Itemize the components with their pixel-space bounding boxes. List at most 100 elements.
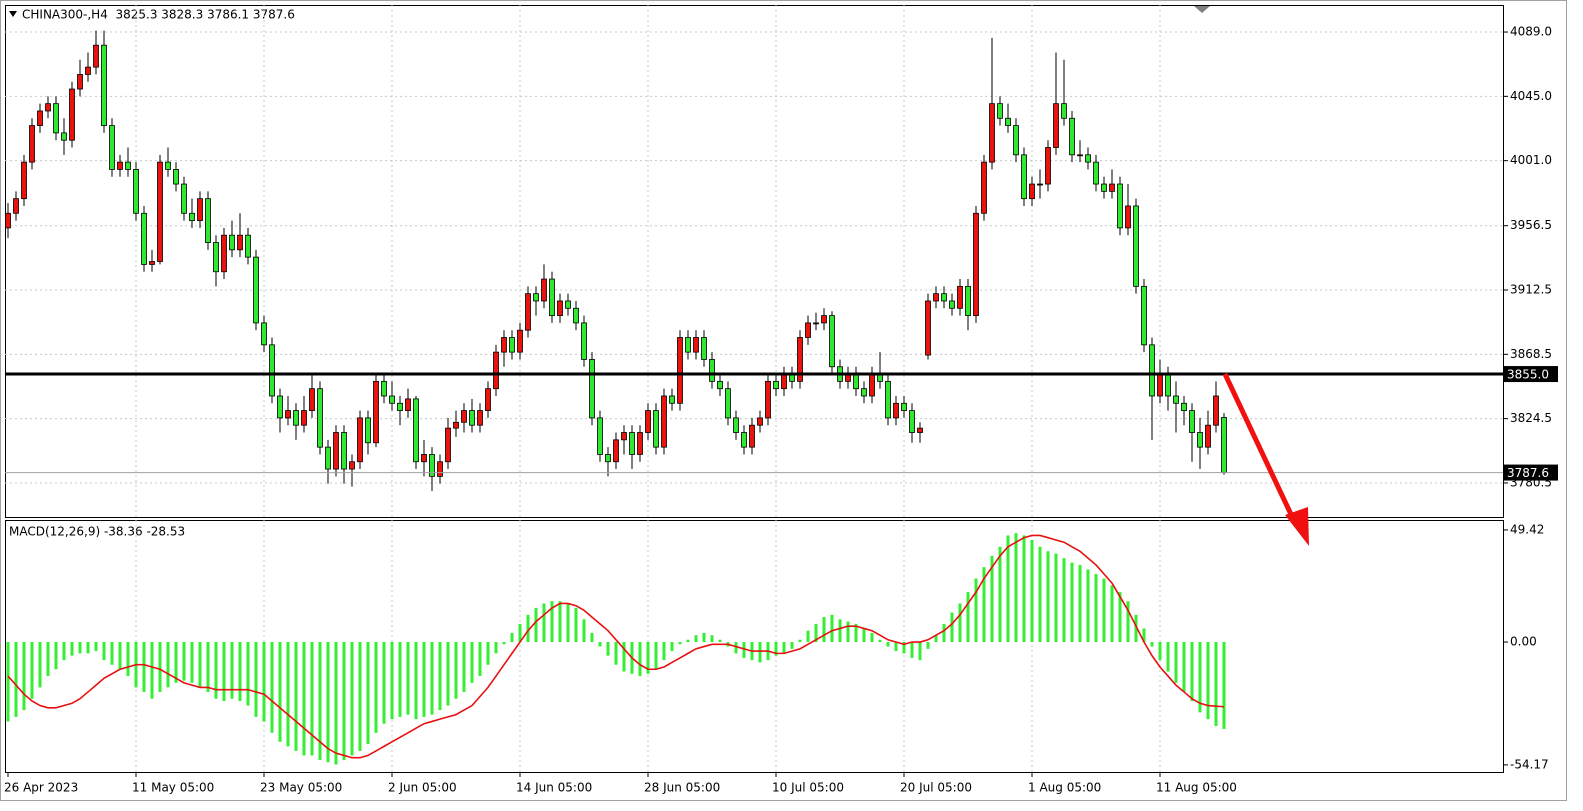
- candle-body: [909, 410, 915, 433]
- candle-body: [93, 44, 99, 68]
- candle-body: [925, 300, 931, 356]
- candle-body: [597, 417, 603, 455]
- candle-body: [949, 300, 955, 309]
- macd-bar: [1206, 642, 1210, 720]
- y-tick-label: 3824.5: [1510, 411, 1552, 425]
- candle-body: [253, 256, 259, 324]
- candle-body: [445, 427, 451, 463]
- candle-body: [229, 234, 235, 251]
- macd-bar: [1214, 642, 1218, 726]
- candle-body: [1205, 424, 1211, 448]
- candle-body: [269, 344, 275, 397]
- candle-body: [805, 322, 811, 338]
- macd-bar: [254, 642, 258, 717]
- candle-body: [461, 410, 467, 423]
- candle-body: [1213, 395, 1219, 426]
- candle-body: [541, 278, 547, 302]
- macd-panel: [5, 520, 1504, 773]
- candle-body: [173, 169, 179, 185]
- y-tick-label: 4089.0: [1510, 25, 1552, 39]
- price-panel: [5, 5, 1504, 518]
- macd-bar: [926, 642, 930, 649]
- macd-bar: [982, 567, 986, 643]
- macd-bar: [974, 578, 978, 643]
- macd-bar: [374, 642, 378, 733]
- macd-bar: [950, 612, 954, 643]
- candle-body: [989, 103, 995, 163]
- macd-bar: [262, 642, 266, 722]
- macd-bar: [1222, 642, 1226, 730]
- candle-body: [765, 380, 771, 419]
- candle-body: [829, 315, 835, 368]
- macd-bar: [990, 555, 994, 643]
- macd-bar: [406, 642, 410, 715]
- macd-bar: [806, 630, 810, 643]
- candle-body: [581, 322, 587, 360]
- macd-bar: [582, 619, 586, 643]
- macd-bar: [30, 642, 34, 699]
- candle-body: [557, 300, 563, 316]
- candle-body: [853, 373, 859, 390]
- macd-bar: [86, 642, 90, 654]
- macd-bar: [838, 619, 842, 643]
- y-tick-label: -54.17: [1510, 757, 1549, 771]
- candle-body: [69, 88, 75, 141]
- candle-body: [653, 410, 659, 448]
- candle-body: [157, 161, 163, 262]
- candle-body: [429, 454, 435, 477]
- macd-bar: [174, 642, 178, 683]
- macd-bar: [734, 642, 738, 654]
- macd-bar: [966, 592, 970, 643]
- candle-body: [381, 380, 387, 397]
- candle-body: [213, 242, 219, 273]
- macd-bar: [854, 623, 858, 643]
- menu-triangle: [9, 11, 17, 17]
- candle-body: [309, 388, 315, 411]
- macd-bar: [486, 642, 490, 665]
- macd-bar: [1182, 642, 1186, 692]
- candle-body: [1117, 183, 1123, 229]
- price-label: 3855.0: [1507, 368, 1549, 382]
- macd-bar: [790, 642, 794, 649]
- macd-bar: [558, 601, 562, 643]
- candle-body: [861, 388, 867, 397]
- macd-bar: [1030, 539, 1034, 643]
- macd-bar: [902, 642, 906, 654]
- macd-bar: [894, 642, 898, 652]
- macd-bar: [334, 642, 338, 765]
- macd-bar: [526, 614, 530, 643]
- macd-bar: [446, 642, 450, 706]
- candle-body: [29, 125, 35, 163]
- macd-bar: [126, 642, 130, 677]
- macd-bar: [166, 642, 170, 688]
- candle-body: [1189, 410, 1195, 433]
- macd-bar: [246, 642, 250, 706]
- candle-body: [421, 454, 427, 463]
- x-tick-label: 11 Aug 05:00: [1156, 781, 1237, 795]
- candle-body: [453, 421, 459, 429]
- macd-bar: [22, 642, 26, 711]
- macd-bar: [94, 642, 98, 652]
- candle-body: [1085, 154, 1091, 163]
- macd-bar: [462, 642, 466, 692]
- candle-body: [205, 198, 211, 243]
- candle-body: [773, 380, 779, 390]
- candle-body: [1069, 117, 1075, 156]
- macd-bar: [230, 642, 234, 699]
- macd-bar: [198, 642, 202, 688]
- candle-body: [341, 432, 347, 470]
- macd-bar: [646, 642, 650, 674]
- macd-bar: [638, 642, 642, 677]
- candle-body: [373, 380, 379, 444]
- macd-bar: [774, 642, 778, 656]
- macd-bar: [614, 642, 618, 665]
- shift-marker: [1194, 6, 1210, 13]
- candle-body: [405, 398, 411, 411]
- candle-body: [637, 432, 643, 455]
- candle-body: [357, 417, 363, 463]
- candle-body: [1093, 161, 1099, 185]
- frame: [0, 0, 1567, 801]
- macd-bar: [14, 642, 18, 717]
- macd-bar: [910, 642, 914, 658]
